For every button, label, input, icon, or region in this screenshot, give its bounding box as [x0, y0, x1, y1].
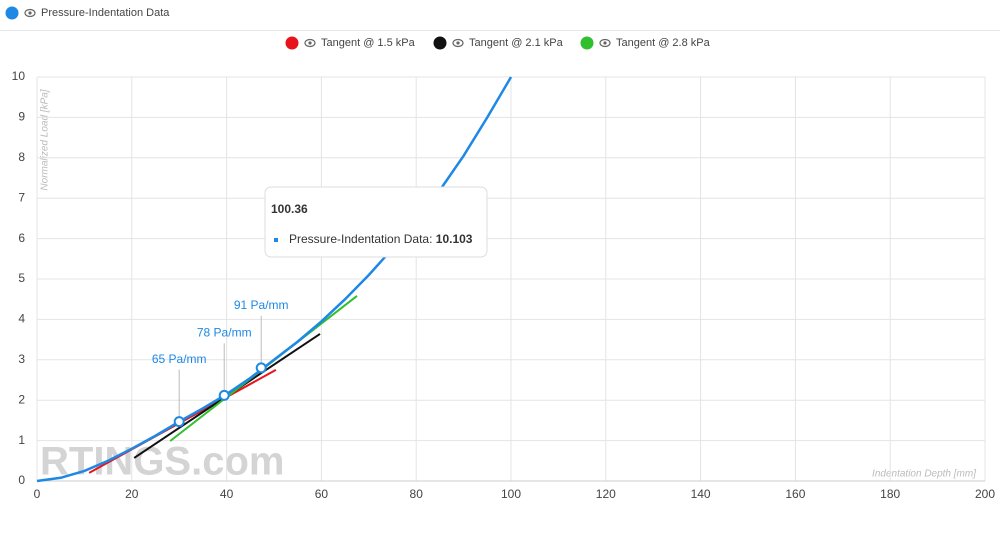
- legend-swatch[interactable]: [5, 6, 19, 20]
- eye-pupil: [28, 11, 32, 15]
- annotation-label: 91 Pa/mm: [234, 298, 289, 312]
- eye-icon: [24, 8, 36, 18]
- tooltip-x: 100.36: [271, 202, 308, 216]
- eye-icon: [304, 38, 316, 48]
- y-tick-label: 9: [18, 110, 25, 124]
- eye-pupil: [308, 41, 312, 45]
- y-tick-label: 3: [18, 352, 25, 366]
- y-axis-title: Normalized Load [kPa]: [40, 89, 51, 190]
- annotation-label: 78 Pa/mm: [197, 326, 252, 340]
- legend-swatch[interactable]: [433, 36, 447, 50]
- eye-pupil: [456, 41, 460, 45]
- tangent-point: [173, 416, 185, 428]
- legend-label[interactable]: Pressure-Indentation Data: [41, 7, 170, 19]
- legend-swatch[interactable]: [580, 36, 594, 50]
- x-tick-label: 160: [785, 487, 805, 501]
- legend-label[interactable]: Tangent @ 2.1 kPa: [469, 37, 564, 49]
- y-tick-label: 6: [18, 231, 25, 245]
- tooltip-box: [264, 186, 488, 258]
- y-tick-label: 7: [18, 190, 25, 204]
- x-tick-label: 80: [410, 487, 424, 501]
- y-tick-label: 8: [18, 150, 25, 164]
- x-tick-label: 180: [880, 487, 900, 501]
- x-tick-label: 20: [125, 487, 139, 501]
- tooltip: 100.36 Pressure-Indentation Data: 10.103: [264, 186, 488, 258]
- x-tick-label: 200: [975, 487, 995, 501]
- x-tick-label: 40: [220, 487, 234, 501]
- tooltip-bullet: [274, 238, 278, 242]
- tooltip-value: 10.103: [436, 232, 473, 246]
- y-tick-label: 2: [18, 392, 25, 406]
- legend-label[interactable]: Tangent @ 2.8 kPa: [616, 37, 711, 49]
- x-tick-label: 100: [501, 487, 521, 501]
- tooltip-line: Pressure-Indentation Data: 10.103: [289, 232, 473, 246]
- y-tick-label: 0: [18, 473, 25, 487]
- tooltip-label: Pressure-Indentation Data:: [289, 232, 432, 246]
- tangent-point: [218, 389, 230, 401]
- eye-pupil: [603, 41, 607, 45]
- eye-icon: [452, 38, 464, 48]
- x-tick-label: 60: [315, 487, 329, 501]
- x-tick-label: 120: [596, 487, 616, 501]
- y-tick-label: 10: [12, 69, 26, 83]
- x-axis-title: Indentation Depth [mm]: [872, 469, 976, 480]
- x-tick-label: 140: [691, 487, 711, 501]
- y-tick-label: 5: [18, 271, 25, 285]
- legend-swatch[interactable]: [285, 36, 299, 50]
- tangent-point: [255, 362, 267, 374]
- y-tick-label: 1: [18, 433, 25, 447]
- watermark: RTINGS.com: [40, 440, 284, 484]
- eye-icon: [599, 38, 611, 48]
- y-tick-label: 4: [18, 312, 25, 326]
- x-tick-label: 0: [34, 487, 41, 501]
- legend-label[interactable]: Tangent @ 1.5 kPa: [321, 37, 416, 49]
- annotation-label: 65 Pa/mm: [152, 352, 207, 366]
